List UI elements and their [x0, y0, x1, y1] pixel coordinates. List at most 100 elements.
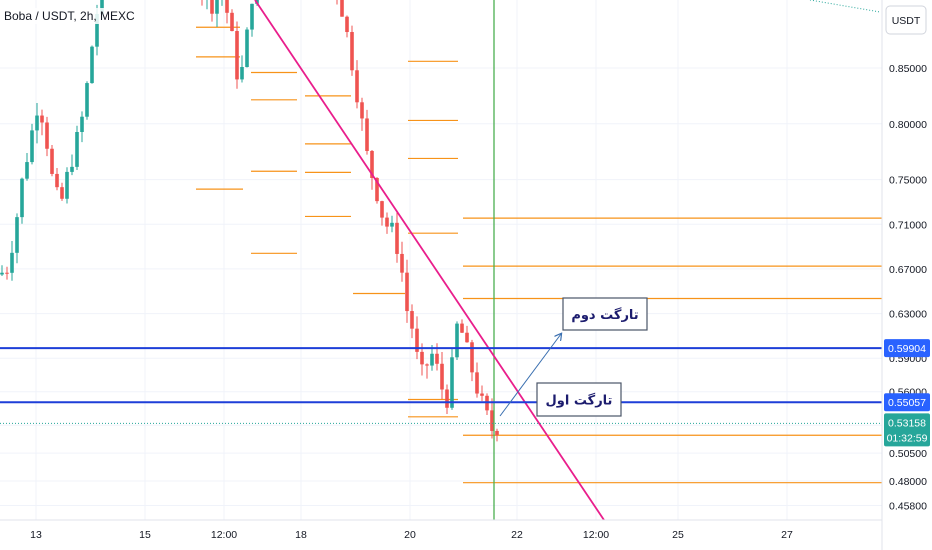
chart-title: Boba / USDT, 2h, MEXC: [4, 9, 135, 23]
x-tick-label: 25: [672, 529, 684, 541]
top-dotted-line: [809, 0, 881, 13]
annotation-text: تارگت اول: [546, 393, 613, 409]
y-tick-label: 0.48000: [889, 476, 927, 488]
y-tick-label: 0.75000: [889, 175, 927, 187]
x-tick-label: 27: [781, 529, 793, 541]
candle-body: [225, 0, 229, 13]
candle-body: [50, 148, 54, 174]
candle-body: [210, 0, 214, 14]
candle-body: [475, 372, 479, 394]
candle-body: [60, 187, 64, 199]
price-axis[interactable]: 0.85000 0.80000 0.75000 0.71000 0.67000 0.630…: [884, 63, 930, 513]
candle-body: [370, 150, 374, 178]
candle-body: [70, 166, 74, 172]
candle-body: [80, 116, 84, 132]
title-bg: [0, 8, 112, 24]
x-tick-label: 13: [30, 529, 42, 541]
candle-body: [495, 430, 499, 435]
candle-body: [95, 13, 99, 47]
candle-body: [395, 222, 399, 254]
x-tick-label: 12:00: [583, 529, 609, 541]
grid: [0, 0, 882, 520]
candle-body: [420, 351, 424, 365]
candle-body: [75, 131, 79, 167]
candle-body: [10, 252, 14, 273]
candle-body: [40, 115, 44, 123]
x-tick-label: 22: [511, 529, 523, 541]
x-tick-label: 12:00: [211, 529, 237, 541]
candle-body: [435, 353, 439, 364]
y-tick-label: 0.80000: [889, 119, 927, 131]
currency-label: USDT: [892, 15, 921, 27]
time-axis[interactable]: 13 15 12:00 18 20 22 12:00 25 27: [30, 529, 793, 541]
annotation-box[interactable]: [536, 382, 622, 417]
candle-body: [450, 357, 454, 408]
candle-body: [240, 67, 244, 80]
candle-body: [385, 217, 389, 227]
candle-body: [460, 323, 464, 333]
candle-body: [90, 46, 94, 84]
countdown-label: 01:32:59: [887, 432, 928, 444]
candle-body: [345, 16, 349, 33]
price-tag: [884, 339, 930, 358]
x-tick-label: 20: [404, 529, 416, 541]
y-tick-label: 0.45800: [889, 501, 927, 513]
y-tick-label: 0.85000: [889, 63, 927, 75]
candle-body: [425, 364, 429, 366]
candle-body: [440, 363, 444, 390]
candle-body: [350, 32, 354, 71]
candles: [0, 0, 499, 442]
candle-body: [410, 311, 414, 329]
candle-body: [480, 393, 484, 396]
candle-body: [235, 31, 239, 80]
candle-body: [470, 342, 474, 373]
candle-body: [445, 389, 449, 408]
candle-body: [215, 0, 219, 14]
candle-body: [55, 173, 59, 188]
candle-body: [230, 12, 234, 32]
candle-body: [455, 323, 459, 358]
annotation-text: تارگت دوم: [571, 307, 638, 323]
trendline: [254, 0, 605, 521]
y-tick-label: 0.63000: [889, 309, 927, 321]
y-tick-label: 0.67000: [889, 264, 927, 276]
target-arrow: [499, 334, 561, 417]
candle-body: [15, 217, 19, 253]
candle-body: [355, 70, 359, 103]
candle-body: [375, 177, 379, 202]
y-tick-label: 0.50500: [889, 448, 927, 460]
annotation-box[interactable]: [562, 297, 648, 331]
price-tag-label: 0.55057: [888, 397, 926, 409]
candle-body: [430, 353, 434, 366]
candle-body: [20, 178, 24, 218]
currency-button[interactable]: [885, 5, 927, 35]
level-lines: [196, 26, 882, 484]
x-tick-label: 15: [139, 529, 151, 541]
last-price-tag: [884, 413, 930, 447]
candle-body: [390, 222, 394, 227]
candle-body: [245, 29, 249, 68]
candle-body: [5, 272, 9, 274]
candle-body: [380, 201, 384, 218]
candle-body: [490, 410, 494, 431]
candle-body: [365, 118, 369, 151]
price-tag: [884, 393, 930, 412]
x-tick-label: 18: [295, 529, 307, 541]
candle-body: [250, 3, 254, 30]
candle-body: [85, 83, 89, 117]
candle-body: [415, 328, 419, 352]
candle-body: [65, 171, 69, 199]
candle-body: [360, 102, 364, 119]
candle-body: [45, 122, 49, 149]
price-tag-label: 0.59904: [888, 343, 926, 355]
candle-body: [30, 130, 34, 163]
candle-body: [100, 0, 104, 14]
candle-body: [405, 272, 409, 312]
overlays: تارگت دوم تارگت اول: [0, 0, 882, 521]
candle-body: [35, 115, 39, 131]
candle-body: [0, 272, 4, 275]
candle-body: [400, 253, 404, 273]
y-tick-label: 0.71000: [889, 219, 927, 231]
candle-body: [465, 332, 469, 343]
